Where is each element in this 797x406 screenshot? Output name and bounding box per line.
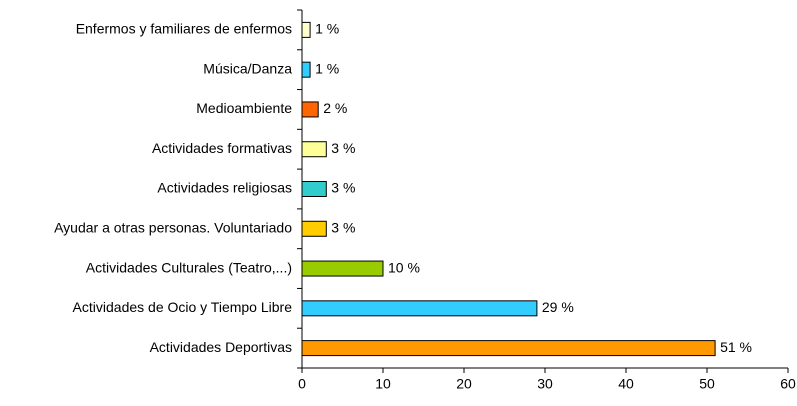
y-tick-label: Actividades de Ocio y Tiempo Libre [73, 299, 293, 315]
bar [301, 340, 716, 357]
value-label: 3 % [331, 180, 355, 196]
y-tick-label: Actividades religiosas [157, 180, 292, 196]
value-label: 1 % [315, 60, 339, 76]
value-label: 10 % [388, 259, 420, 275]
value-label: 2 % [323, 100, 347, 116]
y-tick-label: Medioambiente [196, 100, 292, 116]
x-tick-label: 30 [537, 376, 553, 392]
y-tick-label: Música/Danza [203, 60, 292, 76]
bar [301, 21, 311, 38]
bar [301, 141, 327, 158]
y-tick-label: Actividades Culturales (Teatro,...) [86, 259, 292, 275]
x-tick-label: 0 [298, 376, 306, 392]
value-label: 1 % [315, 21, 339, 37]
value-label: 51 % [720, 339, 752, 355]
y-tick-label: Actividades Deportivas [150, 339, 292, 355]
value-label: 3 % [331, 140, 355, 156]
value-label: 29 % [542, 299, 574, 315]
bar [301, 61, 311, 78]
x-tick-label: 40 [618, 376, 634, 392]
x-tick-label: 50 [699, 376, 715, 392]
y-tick-label: Ayudar a otras personas. Voluntariado [54, 219, 292, 235]
x-tick-label: 20 [456, 376, 472, 392]
bar [301, 300, 538, 317]
value-label: 3 % [331, 219, 355, 235]
y-tick-label: Enfermos y familiares de enfermos [76, 21, 292, 37]
bar [301, 260, 384, 277]
bar [301, 101, 319, 118]
bar [301, 220, 327, 237]
x-tick-label: 10 [375, 376, 391, 392]
x-tick-label: 60 [780, 376, 796, 392]
bar [301, 181, 327, 197]
y-tick-label: Actividades formativas [152, 140, 292, 156]
